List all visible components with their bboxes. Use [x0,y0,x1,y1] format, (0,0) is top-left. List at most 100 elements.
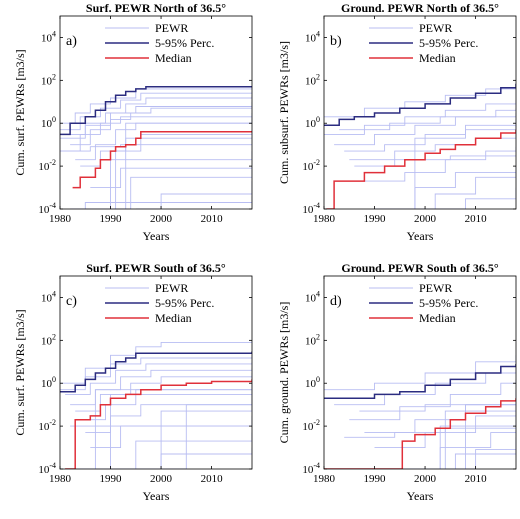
pewr-line [110,166,252,209]
pewr-line [100,432,252,469]
chart-title: Surf. PEWR South of 36.5° [86,261,226,275]
y-tick-label: 104 [41,289,56,304]
x-tick-label: 1990 [364,213,387,225]
y-tick-label: 10-2 [38,158,56,173]
pewr-line [60,144,252,152]
legend-entry: PEWR [155,281,188,295]
x-tick-label: 1980 [313,213,336,225]
x-tick-label: 1990 [364,473,387,485]
pewr-line [65,95,252,135]
x-axis-label: Years [143,489,170,503]
axes-box [59,15,253,210]
x-tick-label: 2000 [150,473,173,485]
pewr-line [65,361,252,395]
x-tick-label: 2010 [465,213,488,225]
x-tick-label: 1980 [313,473,336,485]
y-tick-label: 10-4 [38,461,56,476]
pewr-line [425,187,516,209]
pewr-line [374,406,516,449]
y-axis-label: Cum. surf. PEWRs [m3/s] [13,309,27,435]
y-axis-label: Cum. surf. PEWRs [m3/s] [13,49,27,175]
pewr-line [135,394,252,469]
legend-entry: Median [419,311,456,325]
pewr-line [60,116,252,152]
y-tick-label: 100 [305,115,320,130]
pewr-line [90,383,252,469]
y-tick-label: 100 [41,115,56,130]
pewr-line [349,155,516,161]
series-lines [324,83,516,209]
y-tick-label: 10-2 [38,418,56,433]
pewr-line [349,379,516,421]
pewr-line [90,166,252,189]
chart-title: Ground. PEWR South of 36.5° [341,261,498,275]
x-axis-label: Years [143,229,170,243]
pewr-line [105,113,252,209]
axes-box [323,275,517,470]
y-tick-label: 102 [305,332,320,347]
pewr-line [60,88,252,124]
median-line [65,379,252,469]
panel-label: c) [66,294,77,309]
median-line [326,129,516,209]
percentile-line [60,351,252,393]
pewr-line [135,181,252,209]
legend-entry: 5-95% Perc. [419,36,478,50]
x-tick-label: 1990 [100,213,123,225]
pewr-line [334,108,516,146]
percentile-line [60,86,252,136]
pewr-line [324,85,516,118]
chart-panel-3: Surf. PEWR South of 36.5° 1980 1990 2000 201… [13,261,253,503]
legend-entry: 5-95% Perc. [155,296,214,310]
x-tick-label: 2010 [465,473,488,485]
pewr-line [404,441,516,469]
median-line [324,398,516,469]
x-tick-label: 2000 [414,213,437,225]
y-tick-label: 104 [41,29,56,44]
legend-entry: 5-95% Perc. [155,36,214,50]
pewr-line [359,394,516,412]
median-line [72,131,252,189]
y-tick-label: 104 [305,29,320,44]
y-axis-label: Cum. ground. PEWRs [m3/s] [277,302,291,444]
pewr-line [445,437,516,469]
x-tick-label: 1990 [100,473,123,485]
pewr-line [374,166,516,209]
x-tick-label: 1980 [49,213,72,225]
y-tick-label: 10-4 [302,461,320,476]
legend-entry: Median [155,51,192,65]
percentile-line [324,83,516,127]
percentile-line [324,363,516,399]
pewr-line [324,355,516,391]
axes-box [323,15,517,210]
panel-label: b) [330,34,342,49]
y-tick-label: 10-4 [38,201,56,216]
x-tick-label: 2010 [201,473,224,485]
x-axis-label: Years [407,229,434,243]
chart-panel-2: Ground. PEWR North of 36.5° 1980 1990 2000 2… [277,1,517,243]
x-tick-label: 2010 [201,213,224,225]
y-tick-label: 102 [41,72,56,87]
y-tick-label: 10-2 [302,418,320,433]
pewr-line [389,426,516,469]
y-tick-label: 102 [305,72,320,87]
pewr-line [90,415,252,449]
pewr-line [384,123,516,209]
y-tick-label: 102 [41,332,56,347]
y-tick-label: 100 [41,375,56,390]
y-tick-label: 10-4 [302,201,320,216]
pewr-line [394,172,516,209]
axes-box [59,275,253,470]
panel-label: a) [66,34,77,49]
x-axis-label: Years [407,489,434,503]
legend-entry: 5-95% Perc. [419,296,478,310]
pewr-line [75,122,252,161]
pewr-line [354,134,516,167]
pewr-line [409,411,516,469]
y-tick-label: 100 [305,375,320,390]
legend-entry: PEWR [155,21,188,35]
pewr-line [420,398,516,469]
